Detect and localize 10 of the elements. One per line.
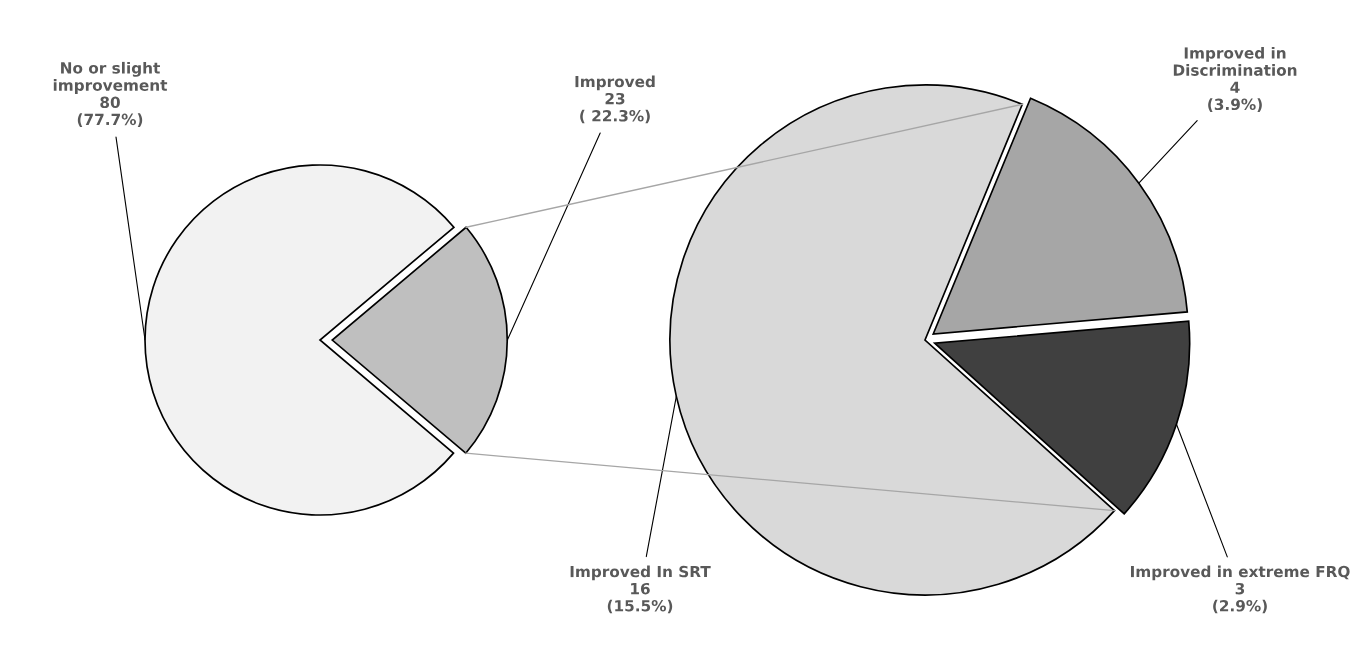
data-label: 16 (15.5%) xyxy=(607,582,673,614)
slice-label: No or slight improvement xyxy=(53,61,168,94)
data-label: 23 ( 22.3%) xyxy=(580,92,650,124)
slice-label: Improved In SRT xyxy=(570,565,711,581)
data-label: 4 (3.9%) xyxy=(1208,81,1262,112)
slice-label: Improved in Discrimination xyxy=(1173,46,1297,76)
slice-label: Improved in extreme FRQ xyxy=(1131,565,1350,581)
data-label: 80 (77.7%) xyxy=(77,96,143,127)
slice-label: Improved xyxy=(575,75,655,91)
data-label: 3 (2.9%) xyxy=(1213,582,1267,614)
